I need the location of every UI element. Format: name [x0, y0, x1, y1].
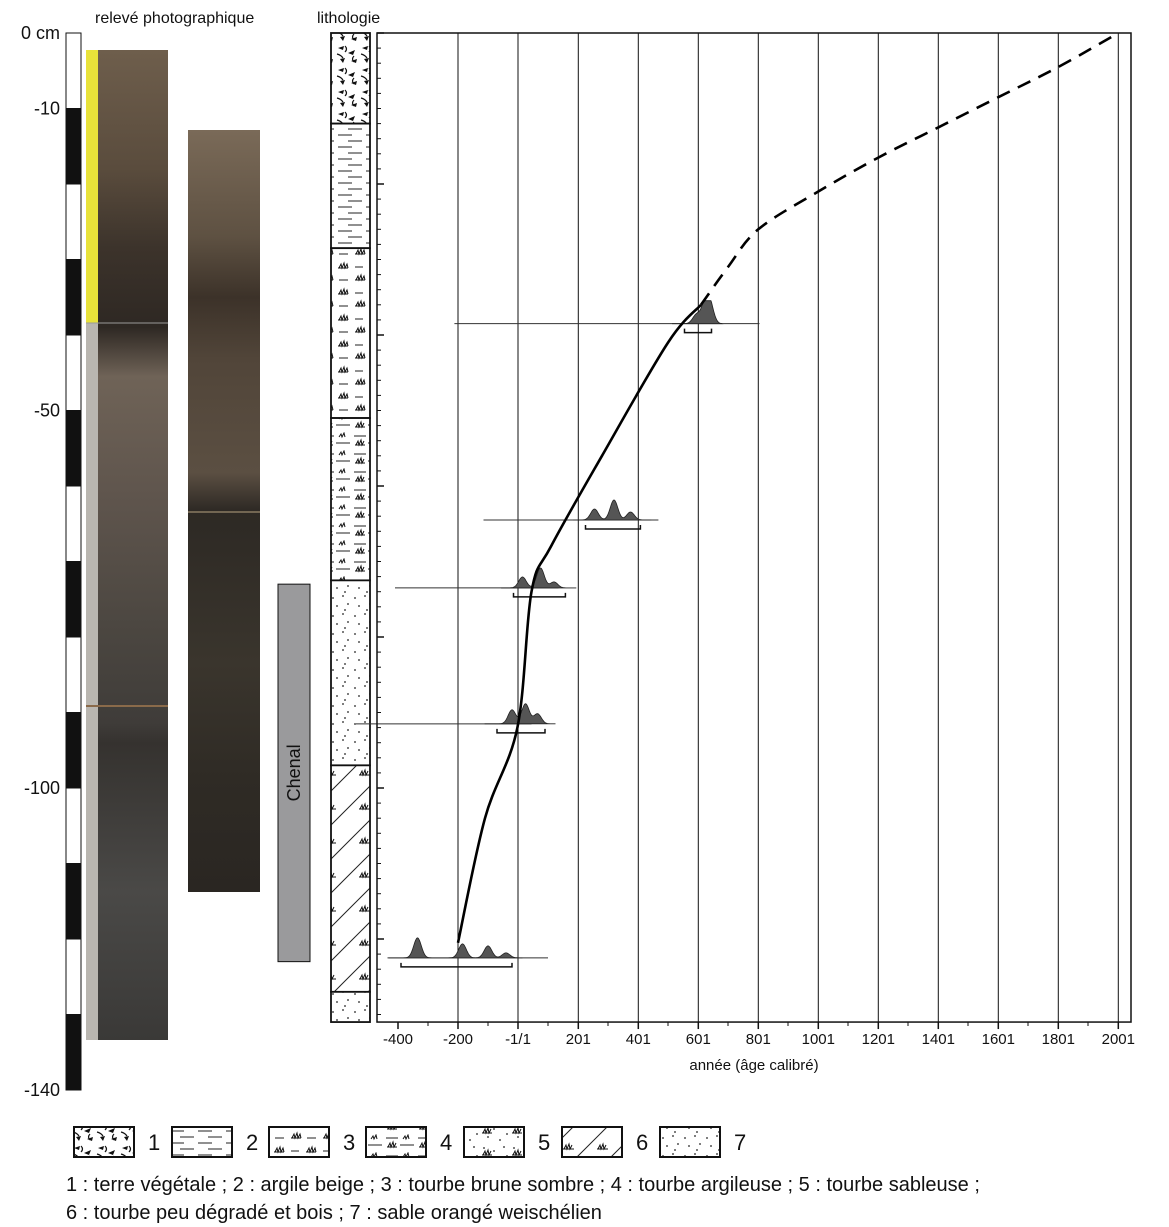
chart-frame: [376, 32, 1132, 1023]
chart-x-ticks: -400 -200 -1/1 201 401 601 801 1001 1201 1401 1601…: [383, 1022, 1135, 1048]
legend-number: 4: [440, 1130, 452, 1155]
date-density: [388, 937, 523, 959]
scale-block: [65, 334, 82, 411]
legend-number: 2: [246, 1130, 258, 1155]
calibrated-dates: [356, 300, 760, 968]
lithology-unit-4: [330, 417, 371, 582]
depth-label: 0 cm: [21, 23, 60, 43]
x-tick-label: -1/1: [505, 1031, 531, 1048]
header-litho: lithologie: [317, 10, 380, 27]
chart-gridlines: [457, 33, 1119, 1023]
x-tick-label: 801: [746, 1031, 771, 1048]
x-tick-label: 601: [686, 1031, 711, 1048]
age-depth-chart: -400 -200 -1/1 201 401 601 801 1001 1201 1401 1601…: [356, 31, 1135, 1074]
chenal-bar: Chenal: [277, 583, 311, 963]
calibrated-date-5: [387, 937, 548, 968]
core-photo-left: [86, 50, 168, 1040]
scale-block: [65, 108, 82, 185]
scale-block: [65, 183, 82, 260]
legend-number: 6: [636, 1130, 648, 1155]
scale-block: [65, 938, 82, 1015]
calibrated-date-4: [356, 703, 556, 734]
x-axis-label: année (âge calibré): [689, 1057, 818, 1074]
calibrated-date-2: [483, 499, 659, 530]
legend-swatch-5: [463, 1126, 525, 1158]
date-range-bracket: [400, 962, 513, 968]
lithology-unit-7: [330, 990, 371, 1023]
lithology-unit-6: [330, 764, 371, 993]
scale-block: [65, 1014, 82, 1091]
lithology-unit-2: [330, 122, 371, 250]
scale-block: [65, 410, 82, 487]
x-tick-label: 1801: [1042, 1031, 1075, 1048]
date-density: [501, 567, 577, 589]
legend-caption-line2: 6 : tourbe peu dégradé et bois ; 7 : sab…: [66, 1202, 602, 1224]
legend-number: 3: [343, 1130, 355, 1155]
core-photo-right: [188, 130, 260, 892]
scale-block: [65, 32, 82, 109]
scale-block: [65, 485, 82, 562]
legend-caption-line1: 1 : terre végétale ; 2 : argile beige ; …: [66, 1174, 980, 1196]
header-photo: relevé photographique: [95, 10, 254, 27]
scale-block: [65, 787, 82, 864]
scale-block: [65, 863, 82, 940]
legend-number: 7: [734, 1130, 746, 1155]
chenal-label: Chenal: [284, 744, 304, 801]
chart-y-ticks: [377, 32, 384, 1015]
x-tick-label: -200: [443, 1031, 473, 1048]
scale-block: [65, 636, 82, 713]
depth-scale-bar: [65, 32, 82, 1091]
age-model-solid-line: [456, 303, 702, 944]
date-range-bracket: [683, 328, 713, 334]
lithology-unit-7: [330, 579, 371, 767]
x-tick-label: 1201: [862, 1031, 895, 1048]
x-tick-label: 401: [626, 1031, 651, 1048]
depth-label: -100: [24, 778, 60, 798]
x-tick-label: 1401: [922, 1031, 955, 1048]
date-density: [672, 300, 724, 325]
calibrated-date-3: [395, 567, 577, 598]
core-photographs: [86, 50, 260, 1040]
legend-swatch-6: [561, 1126, 623, 1158]
x-tick-label: -400: [383, 1031, 413, 1048]
x-tick-label: 201: [566, 1031, 591, 1048]
calibrated-date-1: [454, 300, 760, 334]
lithology-column: [330, 32, 371, 1023]
depth-scale-labels: 0 cm -10 -50 -100 -140: [21, 23, 60, 1100]
x-tick-label: 1001: [802, 1031, 835, 1048]
date-range-bracket: [496, 728, 546, 734]
legend-number: 5: [538, 1130, 550, 1155]
scale-block: [65, 712, 82, 789]
scale-block: [65, 259, 82, 336]
depth-label: -140: [24, 1080, 60, 1100]
lithology-unit-1: [330, 32, 371, 125]
lithology-unit-3: [330, 247, 371, 419]
legend-swatch-7: [659, 1126, 721, 1158]
x-tick-label: 1601: [982, 1031, 1015, 1048]
age-model-dashed-line: [699, 31, 1119, 306]
legend: 1 2 3 4 5 6 7: [73, 1126, 746, 1158]
legend-swatch-1: [73, 1126, 135, 1158]
legend-swatch-2: [171, 1126, 233, 1158]
grey-ruler: [86, 323, 98, 1040]
date-range-bracket: [512, 592, 567, 598]
date-density: [573, 499, 652, 521]
legend-swatch-3: [268, 1126, 330, 1158]
scale-block: [65, 561, 82, 638]
depth-label: -10: [34, 99, 60, 119]
date-range-bracket: [584, 524, 642, 530]
x-tick-label: 2001: [1102, 1031, 1135, 1048]
yellow-ruler: [86, 50, 98, 323]
depth-label: -50: [34, 401, 60, 421]
legend-swatch-4: [365, 1126, 427, 1158]
legend-number: 1: [148, 1130, 160, 1155]
